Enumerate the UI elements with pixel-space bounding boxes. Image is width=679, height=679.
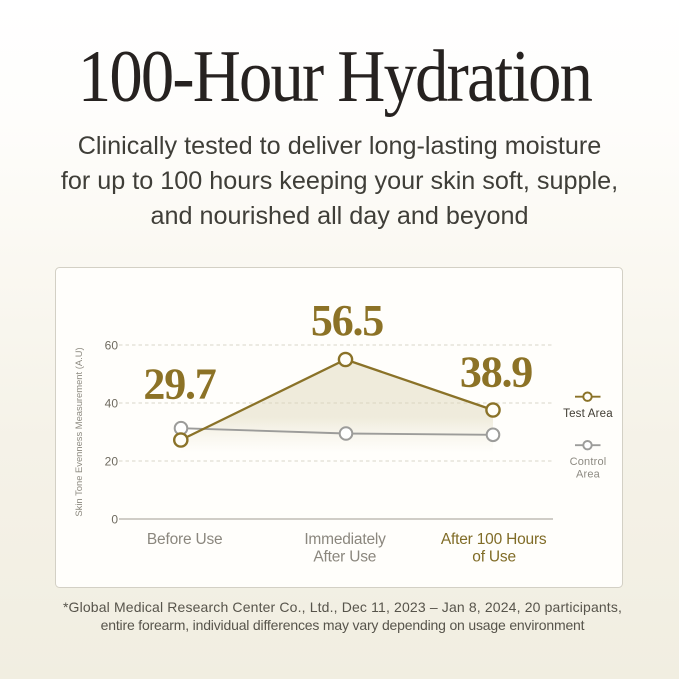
svg-text:After 100 Hours: After 100 Hours	[441, 531, 547, 548]
svg-text:56.5: 56.5	[311, 296, 383, 345]
svg-text:Control: Control	[570, 456, 607, 468]
svg-text:Before Use: Before Use	[147, 531, 223, 548]
svg-text:60: 60	[105, 338, 119, 352]
svg-text:0: 0	[111, 512, 118, 526]
svg-text:After Use: After Use	[313, 549, 376, 566]
svg-text:Test Area: Test Area	[563, 408, 613, 420]
svg-text:20: 20	[105, 454, 119, 468]
svg-text:Area: Area	[576, 469, 601, 481]
svg-text:40: 40	[105, 396, 119, 410]
svg-text:Skin Tone Evenness Measurement: Skin Tone Evenness Measurement (A.U)	[73, 347, 84, 516]
svg-text:38.9: 38.9	[460, 348, 532, 397]
svg-text:of Use: of Use	[472, 549, 516, 566]
svg-text:29.7: 29.7	[143, 360, 215, 409]
svg-text:Immediately: Immediately	[304, 531, 386, 548]
